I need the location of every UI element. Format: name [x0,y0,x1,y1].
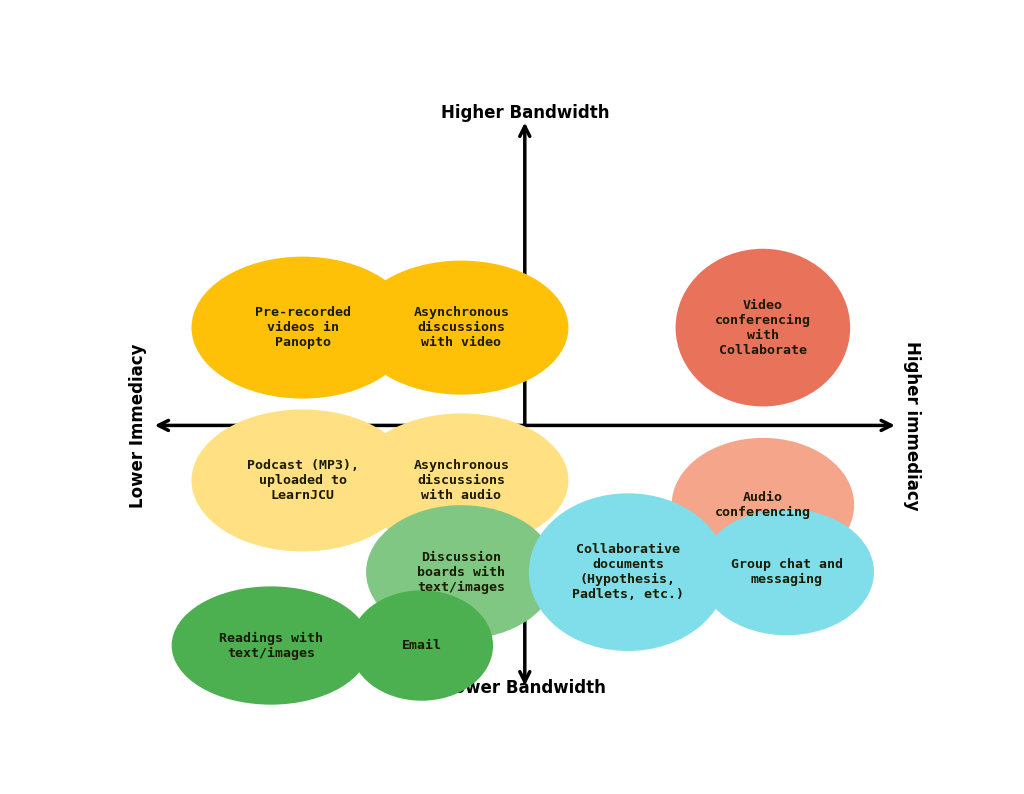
Text: Lower Bandwidth: Lower Bandwidth [443,680,606,697]
Text: Email: Email [401,639,441,652]
Text: Asynchronous
discussions
with audio: Asynchronous discussions with audio [414,459,509,502]
Ellipse shape [367,505,557,639]
Ellipse shape [191,410,414,551]
Text: Collaborative
documents
(Hypothesis,
Padlets, etc.): Collaborative documents (Hypothesis, Pad… [572,543,684,601]
Ellipse shape [172,587,370,704]
Text: Group chat and
messaging: Group chat and messaging [731,558,843,586]
Ellipse shape [672,437,854,572]
Ellipse shape [528,493,727,651]
Text: Podcast (MP3),
uploaded to
LearnJCU: Podcast (MP3), uploaded to LearnJCU [247,459,358,502]
Ellipse shape [354,260,568,395]
Text: Discussion
boards with
text/images: Discussion boards with text/images [418,550,505,594]
Ellipse shape [699,509,874,635]
Text: Video
conferencing
with
Collaborate: Video conferencing with Collaborate [715,299,811,357]
Ellipse shape [676,249,850,407]
Ellipse shape [350,590,494,701]
Ellipse shape [191,256,414,399]
Text: Lower Immediacy: Lower Immediacy [129,343,146,507]
Text: Audio
conferencing: Audio conferencing [715,491,811,519]
Text: Higher Bandwidth: Higher Bandwidth [440,105,609,122]
Text: Higher immediacy: Higher immediacy [903,341,921,511]
Text: Asynchronous
discussions
with video: Asynchronous discussions with video [414,306,509,349]
Text: Pre-recorded
videos in
Panopto: Pre-recorded videos in Panopto [255,306,350,349]
Text: Readings with
text/images: Readings with text/images [219,631,323,660]
Ellipse shape [354,414,568,548]
